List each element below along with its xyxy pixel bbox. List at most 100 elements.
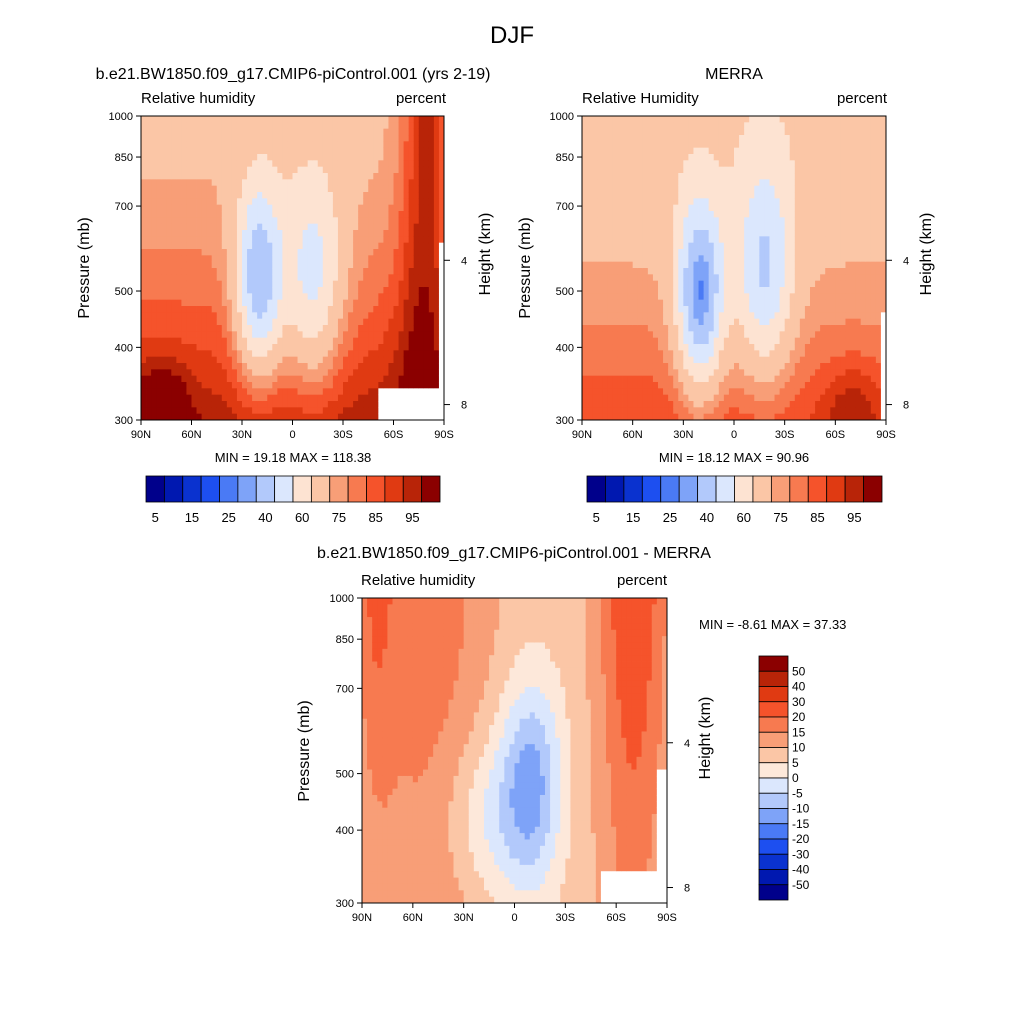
contour-cell: [181, 394, 187, 402]
contour-cell: [322, 356, 329, 364]
contour-cell: [151, 331, 157, 339]
contour-cell: [587, 318, 593, 326]
contour-cell: [739, 116, 745, 123]
contour-cell: [668, 160, 674, 168]
contour-cell: [161, 179, 167, 187]
contour-cell: [206, 268, 213, 275]
contour-cell: [728, 173, 735, 180]
contour-cell: [166, 141, 172, 149]
contour-cell: [287, 363, 293, 370]
contour-cell: [637, 363, 644, 370]
contour-cell: [343, 363, 349, 370]
contour-cell: [668, 369, 674, 377]
contour-cell: [327, 179, 334, 187]
contour-cell: [592, 318, 598, 326]
contour-cell: [171, 204, 177, 212]
contour-cell: [683, 394, 689, 402]
contour-cell: [252, 350, 258, 358]
contour-cell: [423, 160, 430, 168]
contour-cell: [423, 413, 430, 421]
contour-cell: [337, 192, 344, 199]
contour-cell: [438, 325, 445, 332]
contour-cell: [769, 375, 775, 383]
contour-cell: [794, 211, 801, 218]
contour-cell: [398, 325, 404, 332]
contour-cell: [378, 344, 384, 351]
contour-cell: [272, 312, 278, 320]
contour-cell: [151, 394, 157, 402]
contour-field: [582, 116, 887, 421]
contour-cell: [317, 306, 324, 313]
contour-cell: [784, 135, 791, 142]
contour-cell: [353, 382, 359, 389]
contour-cell: [688, 369, 694, 377]
contour-cell: [247, 192, 253, 199]
contour-cell: [673, 211, 679, 218]
contour-cell: [211, 160, 218, 168]
contour-cell: [383, 217, 389, 225]
contour-cell: [332, 382, 339, 389]
contour-cell: [789, 287, 796, 294]
contour-cell: [141, 299, 147, 307]
contour-cell: [201, 135, 208, 142]
contour-cell: [353, 185, 359, 193]
contour-cell: [353, 255, 359, 263]
contour-cell: [373, 179, 379, 187]
contour-cell: [739, 312, 745, 320]
contour-cell: [327, 325, 334, 332]
contour-cell: [388, 382, 394, 389]
contour-cell: [211, 230, 218, 237]
contour-cell: [438, 192, 445, 199]
contour-cell: [373, 413, 379, 421]
contour-cell: [292, 230, 298, 237]
contour-cell: [161, 325, 167, 332]
contour-cell: [744, 192, 750, 199]
contour-cell: [774, 154, 780, 161]
contour-cell: [302, 249, 309, 256]
contour-cell: [668, 230, 674, 237]
contour-cell: [627, 173, 634, 180]
y-tick-label: 300: [115, 415, 133, 427]
contour-cell: [744, 287, 750, 294]
contour-cell: [186, 382, 192, 389]
contour-cell: [708, 179, 715, 187]
contour-cell: [403, 268, 410, 275]
contour-cell: [332, 375, 339, 383]
contour-cell: [267, 375, 273, 383]
contour-cell: [744, 401, 750, 408]
contour-cell: [718, 128, 725, 136]
contour-cell: [693, 274, 699, 282]
contour-cell: [166, 217, 172, 225]
contour-cell: [582, 318, 588, 326]
contour-cell: [607, 211, 613, 218]
contour-cell: [393, 388, 399, 396]
contour-cell: [637, 306, 644, 313]
contour-cell: [744, 173, 750, 180]
contour-cell: [597, 350, 603, 358]
contour-cell: [749, 306, 755, 313]
contour-cell: [393, 375, 399, 383]
contour-cell: [703, 344, 710, 351]
contour-cell: [592, 116, 598, 123]
contour-cell: [358, 261, 364, 269]
contour-cell: [191, 413, 197, 421]
contour-cell: [403, 185, 410, 193]
contour-cell: [617, 223, 623, 231]
contour-cell: [617, 369, 623, 377]
contour-cell: [587, 204, 593, 212]
contour-cell: [749, 198, 755, 206]
contour-cell: [794, 249, 801, 256]
contour-cell: [612, 122, 618, 130]
contour-cell: [166, 369, 172, 377]
contour-cell: [408, 135, 415, 142]
contour-cell: [312, 236, 319, 244]
contour-cell: [292, 135, 298, 142]
contour-cell: [161, 122, 167, 130]
contour-cell: [673, 337, 679, 345]
contour-cell: [749, 287, 755, 294]
contour-cell: [774, 255, 780, 263]
contour-cell: [433, 204, 440, 212]
contour-cell: [693, 388, 699, 396]
contour-cell: [739, 407, 745, 415]
contour-cell: [176, 350, 182, 358]
